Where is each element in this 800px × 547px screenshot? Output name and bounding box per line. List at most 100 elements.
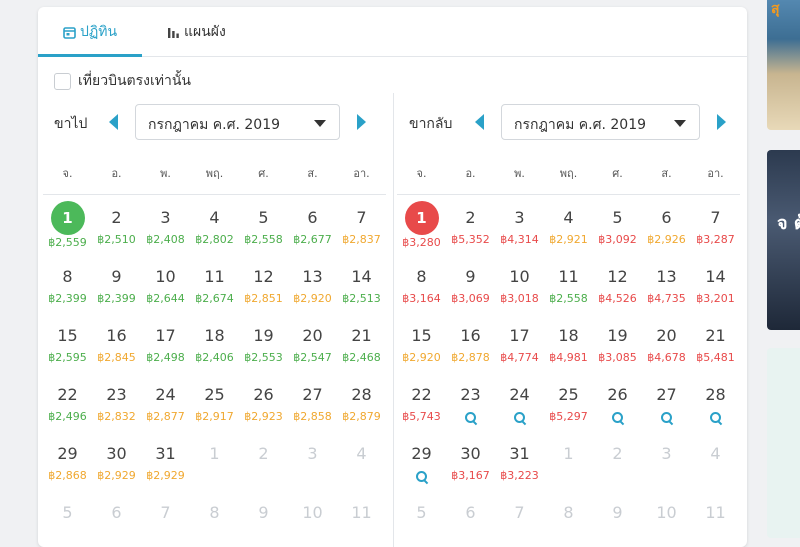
calendar-day-outside-month: 5 — [397, 501, 446, 547]
calendar-day-outside-month: 3 — [642, 442, 691, 501]
direct-flights-checkbox[interactable] — [54, 72, 71, 90]
calendar-day[interactable]: 12 ฿4,526 — [593, 265, 642, 324]
calendar-day[interactable]: 9 ฿3,069 — [446, 265, 495, 324]
calendar-day[interactable]: 17 ฿2,498 — [141, 324, 190, 383]
calendar-day[interactable]: 16 ฿2,845 — [92, 324, 141, 383]
calendar-day[interactable]: 2 ฿2,510 — [92, 206, 141, 265]
calendar-day[interactable]: 28 — [691, 383, 740, 442]
calendar-day[interactable]: 4 ฿2,921 — [544, 206, 593, 265]
calendar-day[interactable]: 13 ฿2,920 — [288, 265, 337, 324]
depart-prev-month-arrow-icon[interactable] — [109, 114, 118, 130]
return-month-select[interactable]: กรกฎาคม ค.ศ. 2019 — [501, 104, 700, 140]
weekday-label: อา. — [707, 167, 724, 180]
weekday-label: จ. — [416, 167, 427, 180]
calendar-day[interactable]: 5 ฿2,558 — [239, 206, 288, 265]
calendar-day[interactable]: 21 ฿2,468 — [337, 324, 386, 383]
search-icon[interactable] — [415, 471, 428, 483]
calendar-day[interactable]: 3 ฿4,314 — [495, 206, 544, 265]
calendar-day[interactable]: 8 ฿2,399 — [43, 265, 92, 324]
day-number: 1 — [209, 444, 220, 463]
calendar-day[interactable]: 1 ฿2,559 — [43, 201, 92, 265]
direct-flights-toggle[interactable]: เที่ยวบินตรงเท่านั้น — [54, 70, 191, 92]
calendar-day[interactable]: 15 ฿2,595 — [43, 324, 92, 383]
calendar-day[interactable]: 31 ฿2,929 — [141, 442, 190, 501]
calendar-day[interactable]: 30 ฿3,167 — [446, 442, 495, 501]
calendar-day[interactable]: 14 ฿3,201 — [691, 265, 740, 324]
day-number: 15 — [411, 326, 432, 345]
calendar-day[interactable]: 21 ฿5,481 — [691, 324, 740, 383]
day-price: ฿2,399 — [97, 292, 136, 305]
calendar-day[interactable]: 11 ฿2,674 — [190, 265, 239, 324]
day-price: ฿2,917 — [195, 410, 234, 423]
calendar-day[interactable]: 27 — [642, 383, 691, 442]
calendar-day[interactable]: 3 ฿2,408 — [141, 206, 190, 265]
calendar-day[interactable]: 7 ฿3,287 — [691, 206, 740, 265]
calendar-day[interactable]: 24 — [495, 383, 544, 442]
calendar-day[interactable]: 27 ฿2,858 — [288, 383, 337, 442]
search-icon[interactable] — [709, 412, 722, 424]
return-next-month-arrow-icon[interactable] — [717, 114, 726, 130]
calendar-day[interactable]: 25 ฿5,297 — [544, 383, 593, 442]
depart-next-month-arrow-icon[interactable] — [357, 114, 366, 130]
calendar-day[interactable]: 11 ฿2,558 — [544, 265, 593, 324]
calendar-day[interactable]: 17 ฿4,774 — [495, 324, 544, 383]
calendar-day[interactable]: 24 ฿2,877 — [141, 383, 190, 442]
side-ad-beach-banner[interactable]: สุ — [767, 0, 800, 130]
calendar-day[interactable]: 22 ฿2,496 — [43, 383, 92, 442]
calendar-day[interactable]: 26 ฿2,923 — [239, 383, 288, 442]
calendar-day[interactable]: 10 ฿2,644 — [141, 265, 190, 324]
calendar-day[interactable]: 22 ฿5,743 — [397, 383, 446, 442]
calendar-day[interactable]: 26 — [593, 383, 642, 442]
calendar-day[interactable]: 2 ฿5,352 — [446, 206, 495, 265]
calendar-day[interactable]: 6 ฿2,926 — [642, 206, 691, 265]
day-number: 2 — [258, 444, 269, 463]
day-number: 24 — [509, 385, 530, 404]
calendar-day[interactable]: 18 ฿2,406 — [190, 324, 239, 383]
day-number: 25 — [558, 385, 579, 404]
selected-day-number: 1 — [404, 201, 439, 235]
calendar-day[interactable]: 19 ฿2,553 — [239, 324, 288, 383]
calendar-day[interactable]: 23 — [446, 383, 495, 442]
day-price: ฿3,167 — [451, 469, 490, 482]
calendar-day[interactable]: 5 ฿3,092 — [593, 206, 642, 265]
calendar-day[interactable]: 28 ฿2,879 — [337, 383, 386, 442]
calendar-day[interactable]: 9 ฿2,399 — [92, 265, 141, 324]
calendar-day[interactable]: 31 ฿3,223 — [495, 442, 544, 501]
calendar-day[interactable]: 29 ฿2,868 — [43, 442, 92, 501]
calendar-day[interactable]: 30 ฿2,929 — [92, 442, 141, 501]
search-icon[interactable] — [660, 412, 673, 424]
day-number: 23 — [106, 385, 127, 404]
calendar-day[interactable]: 20 ฿2,547 — [288, 324, 337, 383]
search-icon[interactable] — [464, 412, 477, 424]
calendar-day[interactable]: 4 ฿2,802 — [190, 206, 239, 265]
calendar-day[interactable]: 12 ฿2,851 — [239, 265, 288, 324]
return-prev-month-arrow-icon[interactable] — [475, 114, 484, 130]
calendar-day[interactable]: 8 ฿3,164 — [397, 265, 446, 324]
side-ad-city-banner[interactable]: จ ต้ — [767, 150, 800, 330]
calendar-day[interactable]: 19 ฿3,085 — [593, 324, 642, 383]
search-icon[interactable] — [611, 412, 624, 424]
calendar-day[interactable]: 6 ฿2,677 — [288, 206, 337, 265]
calendar-day[interactable]: 15 ฿2,920 — [397, 324, 446, 383]
calendar-day[interactable]: 14 ฿2,513 — [337, 265, 386, 324]
day-price: ฿3,069 — [451, 292, 490, 305]
calendar-day[interactable]: 29 — [397, 442, 446, 501]
calendar-day[interactable]: 13 ฿4,735 — [642, 265, 691, 324]
tab-calendar[interactable]: ปฏิทิน — [62, 7, 117, 57]
calendar-day[interactable]: 23 ฿2,832 — [92, 383, 141, 442]
day-number: 19 — [253, 326, 274, 345]
day-price: ฿2,868 — [48, 469, 87, 482]
tab-chart[interactable]: แผนผัง — [166, 7, 226, 57]
calendar-day[interactable]: 10 ฿3,018 — [495, 265, 544, 324]
calendar-day[interactable]: 20 ฿4,678 — [642, 324, 691, 383]
side-ad-promo-banner[interactable] — [767, 348, 800, 538]
calendar-day[interactable]: 18 ฿4,981 — [544, 324, 593, 383]
calendar-day-outside-month: 7 — [141, 501, 190, 547]
search-icon[interactable] — [513, 412, 526, 424]
calendar-day[interactable]: 1 ฿3,280 — [397, 201, 446, 265]
calendar-day[interactable]: 25 ฿2,917 — [190, 383, 239, 442]
depart-month-value: กรกฎาคม ค.ศ. 2019 — [148, 117, 281, 133]
calendar-day[interactable]: 7 ฿2,837 — [337, 206, 386, 265]
calendar-day[interactable]: 16 ฿2,878 — [446, 324, 495, 383]
depart-month-select[interactable]: กรกฎาคม ค.ศ. 2019 — [135, 104, 340, 140]
